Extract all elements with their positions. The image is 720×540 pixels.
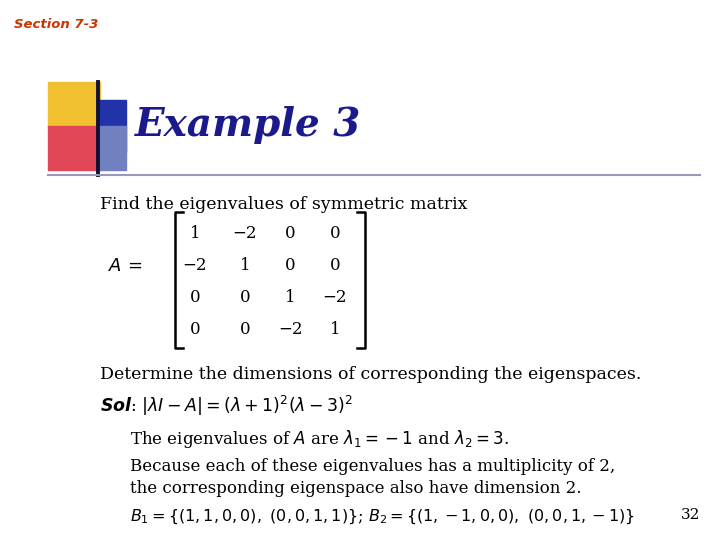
- Text: Section 7-3: Section 7-3: [14, 18, 99, 31]
- Text: 0: 0: [330, 258, 341, 274]
- Text: −2: −2: [183, 258, 207, 274]
- Text: 1: 1: [330, 321, 341, 339]
- Text: Determine the dimensions of corresponding the eigenspaces.: Determine the dimensions of correspondin…: [100, 366, 642, 383]
- Text: 0: 0: [189, 321, 200, 339]
- Text: 0: 0: [189, 289, 200, 307]
- Text: −2: −2: [323, 289, 347, 307]
- Text: Example 3: Example 3: [135, 106, 361, 144]
- Text: 0: 0: [240, 321, 251, 339]
- Text: $B_1 = \{(1,1,0,0),\ (0,0,1,1)\}$; $B_2 = \{(1,-1,0,0),\ (0,0,1,-1)\}$: $B_1 = \{(1,1,0,0),\ (0,0,1,1)\}$; $B_2 …: [130, 508, 635, 526]
- Text: The eigenvalues of $A$ are $\lambda_1 = -1$ and $\lambda_2 = 3$.: The eigenvalues of $A$ are $\lambda_1 = …: [130, 428, 509, 450]
- Text: 32: 32: [680, 508, 700, 522]
- Text: $A\,=$: $A\,=$: [108, 257, 143, 275]
- Text: $\boldsymbol{Sol}$: $|\lambda I - A| = (\lambda + 1)^2(\lambda - 3)^2$: $\boldsymbol{Sol}$: $|\lambda I - A| = (…: [100, 394, 353, 418]
- Text: −2: −2: [233, 226, 257, 242]
- Text: 0: 0: [284, 226, 295, 242]
- Text: the corresponding eigenspace also have dimension 2.: the corresponding eigenspace also have d…: [130, 480, 582, 497]
- Bar: [98, 126, 126, 170]
- Text: 1: 1: [189, 226, 200, 242]
- Text: Because each of these eigenvalues has a multiplicity of 2,: Because each of these eigenvalues has a …: [130, 458, 616, 475]
- Text: −2: −2: [278, 321, 302, 339]
- Text: 0: 0: [330, 226, 341, 242]
- Text: 1: 1: [240, 258, 251, 274]
- Bar: [48, 126, 100, 170]
- Text: 0: 0: [240, 289, 251, 307]
- Bar: [98, 100, 126, 152]
- Text: 0: 0: [284, 258, 295, 274]
- Text: 1: 1: [284, 289, 295, 307]
- Text: Find the eigenvalues of symmetric matrix: Find the eigenvalues of symmetric matrix: [100, 196, 467, 213]
- Bar: [48, 82, 100, 128]
